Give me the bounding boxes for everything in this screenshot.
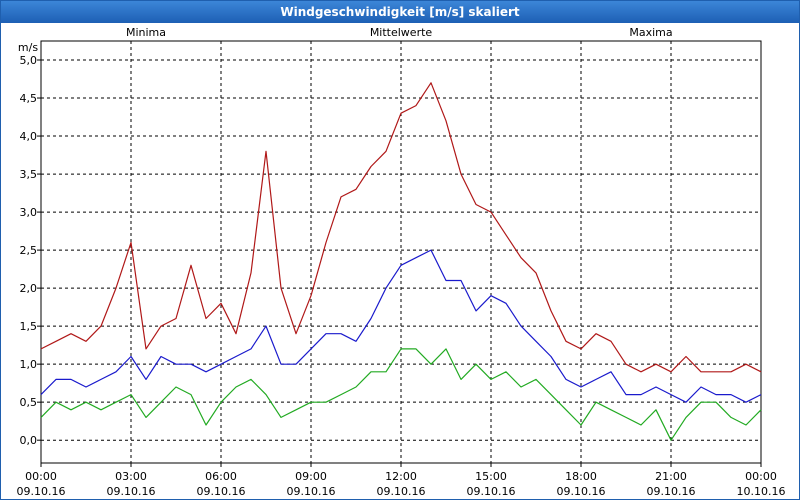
x-tick-time-label: 00:00 — [25, 470, 57, 483]
x-tick-date-label: 09.10.16 — [467, 485, 516, 498]
x-tick-time-label: 06:00 — [205, 470, 237, 483]
y-tick-label: 4,5 — [20, 92, 38, 105]
x-tick-time-label: 15:00 — [475, 470, 507, 483]
x-tick-time-label: 09:00 — [295, 470, 327, 483]
y-tick-label: 2,0 — [20, 282, 38, 295]
y-axis-label: m/s — [18, 41, 38, 54]
x-tick-date-label: 09.10.16 — [17, 485, 66, 498]
x-tick-time-label: 21:00 — [655, 470, 687, 483]
x-tick-date-label: 09.10.16 — [647, 485, 696, 498]
legend-maxima: Maxima — [629, 26, 672, 39]
legend-mittelwerte: Mittelwerte — [370, 26, 433, 39]
x-tick-time-label: 03:00 — [115, 470, 147, 483]
x-tick-date-label: 10.10.16 — [737, 485, 786, 498]
y-tick-label: 0,0 — [20, 434, 38, 447]
x-tick-date-label: 09.10.16 — [287, 485, 336, 498]
x-tick-date-label: 09.10.16 — [557, 485, 606, 498]
x-tick-date-label: 09.10.16 — [197, 485, 246, 498]
window-title: Windgeschwindigkeit [m/s] skaliert — [1, 1, 799, 23]
series-line-mittelwerte — [40, 249, 762, 403]
y-tick-label: 3,5 — [20, 168, 38, 181]
x-tick-time-label: 00:00 — [745, 470, 777, 483]
y-tick-label: 5,0 — [20, 54, 38, 67]
x-tick-date-label: 09.10.16 — [107, 485, 156, 498]
y-tick-label: 2,5 — [20, 244, 38, 257]
y-tick-label: 1,5 — [20, 320, 38, 333]
y-tick-label: 0,5 — [20, 396, 38, 409]
x-tick-date-label: 09.10.16 — [377, 485, 426, 498]
x-tick-time-label: 12:00 — [385, 470, 417, 483]
y-tick-label: 4,0 — [20, 130, 38, 143]
y-tick-label: 3,0 — [20, 206, 38, 219]
series-line-maxima — [40, 82, 762, 373]
series-line-minima — [40, 348, 762, 441]
x-tick-time-label: 18:00 — [565, 470, 597, 483]
legend-minima: Minima — [126, 26, 166, 39]
y-tick-label: 1,0 — [20, 358, 38, 371]
